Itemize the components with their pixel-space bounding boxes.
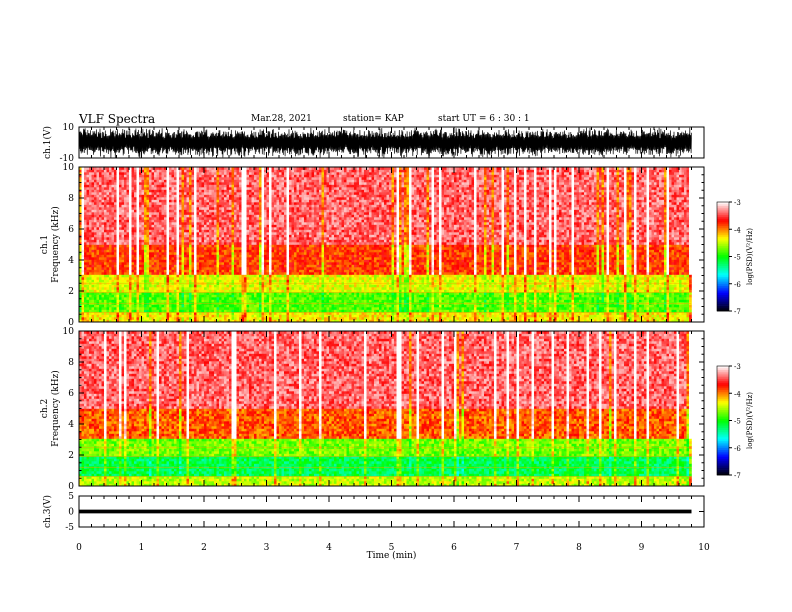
colorbar-tick-label: -5 [734, 418, 741, 426]
y-tick-label: 8 [68, 194, 74, 204]
colorbar-tick-label: -6 [734, 445, 741, 453]
spectrogram-image [79, 167, 692, 322]
colorbar-tick-label: -3 [734, 199, 741, 207]
y-axis-label: Frequency (kHz) [50, 370, 61, 447]
y-tick-label: 6 [68, 225, 74, 235]
vlf-spectra-chart: -1010ch.1(V)0246810ch.1 Frequency (kHz)02… [0, 0, 792, 612]
waveform-trace [79, 128, 692, 158]
waveform-trace [79, 510, 692, 514]
colorbar-tick-label: -6 [734, 281, 741, 289]
x-tick-label: 3 [264, 543, 270, 553]
colorbar-label: log(PSD)(V²/Hz) [746, 228, 754, 285]
y-tick-label: 10 [63, 123, 75, 133]
y-tick-label: 2 [68, 287, 74, 297]
y-tick-label: 6 [68, 389, 74, 399]
y-tick-label: 5 [68, 492, 74, 502]
colorbar-tick-label: -4 [734, 226, 741, 234]
colorbar-tick-label: -3 [734, 363, 741, 371]
x-tick-label: 9 [639, 543, 645, 553]
y-tick-label: 0 [68, 482, 74, 492]
x-tick-label: 6 [451, 543, 457, 553]
colorbar-label: log(PSD)(V²/Hz) [746, 392, 754, 449]
y-tick-label: 2 [68, 451, 74, 461]
y-tick-label: -5 [65, 523, 74, 533]
y-tick-label: 4 [68, 256, 74, 266]
y-axis-label: Frequency (kHz) [50, 206, 61, 283]
x-axis-label: Time (min) [367, 550, 417, 561]
y-tick-label: 0 [68, 508, 74, 518]
channel-label: ch.1 [40, 235, 50, 254]
x-tick-label: 8 [576, 543, 582, 553]
y-tick-label: 4 [68, 420, 74, 430]
channel-label: ch.2 [40, 399, 50, 418]
colorbar [717, 202, 729, 311]
x-tick-label: 2 [201, 543, 207, 553]
colorbar-tick-label: -4 [734, 390, 741, 398]
x-tick-label: 1 [139, 543, 145, 553]
x-tick-label: 0 [76, 543, 82, 553]
x-tick-label: 4 [326, 543, 332, 553]
colorbar-tick-label: -7 [734, 472, 741, 480]
y-axis-label: ch.1(V) [42, 126, 53, 159]
y-tick-label: 8 [68, 358, 74, 368]
spectrogram-image [79, 331, 692, 486]
y-tick-label: 10 [63, 327, 75, 337]
x-tick-label: 7 [514, 543, 520, 553]
colorbar-tick-label: -5 [734, 254, 741, 262]
y-tick-label: 10 [63, 163, 75, 173]
colorbar-tick-label: -7 [734, 308, 741, 316]
y-axis-label: ch.3(V) [42, 495, 53, 528]
colorbar [717, 366, 729, 475]
x-tick-label: 10 [698, 543, 710, 553]
